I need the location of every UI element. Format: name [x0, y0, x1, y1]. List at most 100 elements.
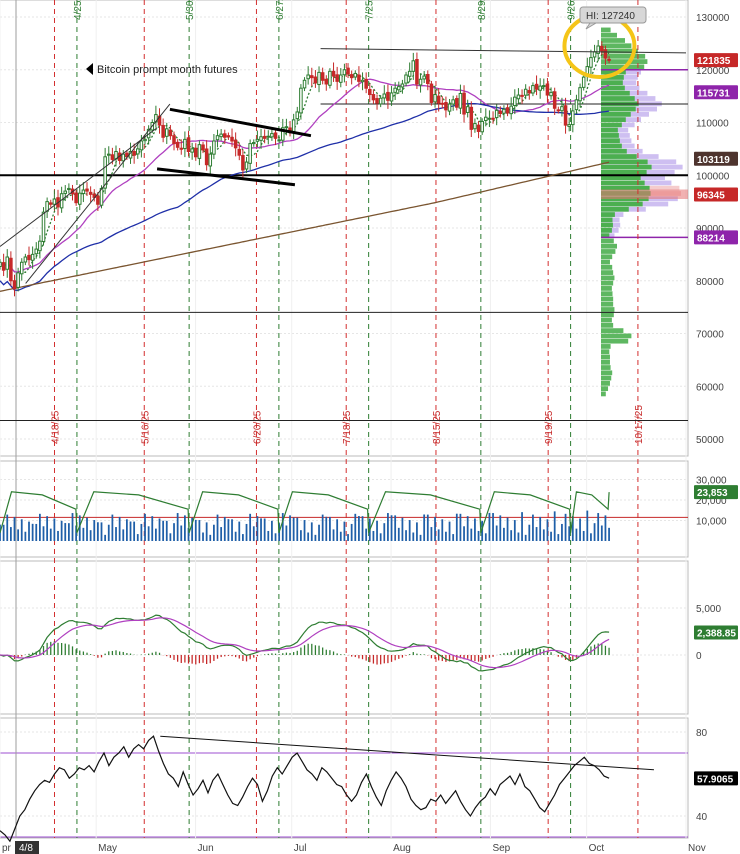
candle-body	[135, 148, 140, 155]
price-trendline	[0, 127, 158, 247]
rsi-tick-label: 80	[696, 728, 708, 739]
price-badge: 103119	[697, 155, 730, 166]
candle-body	[538, 85, 542, 91]
candle-body	[523, 88, 528, 96]
profile-bar	[601, 48, 638, 54]
candle-body	[0, 261, 2, 268]
candle-body	[375, 98, 379, 104]
candle-body	[237, 148, 242, 156]
profile-bar	[601, 365, 611, 370]
high-label: HI: 127240	[586, 11, 635, 22]
candle-body	[291, 119, 296, 132]
profile-bar	[601, 259, 610, 265]
candle-body	[534, 83, 539, 90]
candle-body	[527, 90, 532, 94]
candle-body	[386, 91, 390, 101]
profile-bar	[601, 32, 617, 38]
candle-body	[400, 83, 405, 88]
candle-body	[194, 147, 198, 158]
profile-bar	[601, 301, 614, 307]
price-badge-box	[694, 230, 738, 245]
profile-bar	[601, 27, 611, 33]
red-cycle-label: 5/16/25	[140, 410, 151, 444]
candle-body	[30, 253, 35, 261]
chart-title-group: Bitcoin prompt month futures	[86, 63, 238, 76]
profile-core-bar	[601, 143, 622, 149]
profile-core-bar	[601, 154, 637, 159]
profile-bar	[601, 312, 614, 318]
candle-body	[143, 138, 147, 142]
candle-body	[273, 132, 278, 139]
candle-body	[310, 75, 314, 79]
rsi-badge: 57.9065	[697, 774, 734, 785]
candle-body	[266, 135, 271, 138]
macd-panel[interactable]	[0, 560, 689, 715]
candle-body	[484, 116, 488, 121]
candle-body	[505, 107, 510, 114]
candle-body	[433, 94, 437, 103]
profile-bar	[601, 344, 611, 349]
price-trendline	[169, 107, 312, 138]
green-cycle-label: 9/26/25	[567, 0, 578, 20]
price-badge: 96345	[697, 191, 725, 202]
candle-body	[349, 74, 354, 79]
candle-body	[132, 151, 136, 156]
candle-body	[603, 49, 608, 59]
candle-body	[1, 262, 6, 271]
red-cycle-label: 6/20/25	[252, 410, 263, 444]
candle-body	[494, 109, 499, 119]
price-badge-box	[694, 151, 738, 166]
volume-bars	[0, 491, 688, 541]
profile-bar	[601, 270, 614, 275]
candle-body	[219, 133, 223, 138]
candle-body	[549, 91, 553, 97]
candle-body	[295, 111, 300, 120]
volume-panel[interactable]	[0, 460, 689, 558]
candle-body	[9, 257, 13, 282]
candle-body	[382, 93, 387, 99]
month-label: Oct	[589, 843, 605, 854]
profile-core-bar	[601, 212, 615, 217]
candle-body	[607, 58, 611, 61]
rsi-panel[interactable]	[0, 717, 689, 839]
profile-core-bar	[601, 117, 626, 122]
candle-body	[600, 45, 604, 52]
candle-body	[552, 91, 557, 109]
profile-bar	[601, 286, 612, 291]
x-cursor-box	[15, 841, 39, 854]
candle-body	[346, 67, 350, 75]
price-tick-label: 110000	[696, 119, 729, 130]
candle-body	[281, 127, 285, 141]
price-trendline	[320, 48, 687, 54]
candle-body	[215, 135, 220, 141]
candle-body	[212, 140, 216, 155]
candle-body	[596, 45, 600, 54]
candle-body	[27, 254, 31, 261]
candle-body	[67, 187, 71, 190]
candle-body	[241, 155, 245, 171]
price-badge-box	[694, 53, 738, 68]
profile-bar	[601, 322, 614, 328]
candle-body	[197, 144, 202, 159]
month-label: Sep	[492, 843, 510, 854]
candle-body	[88, 191, 93, 195]
profile-core-bar	[601, 148, 627, 154]
profile-core-bar	[601, 228, 612, 233]
candle-body	[455, 98, 459, 108]
candle-body	[277, 139, 281, 142]
profile-core-bar	[601, 185, 650, 191]
macd-badge-box	[694, 625, 738, 640]
candle-body	[487, 117, 492, 120]
candle-body	[270, 133, 274, 138]
axis-labels: 50000 60000 70000 80000 90000 100000 110000 120…	[2, 13, 730, 854]
candle-body	[252, 142, 256, 145]
candle-body	[52, 198, 57, 205]
candle-body	[509, 105, 513, 115]
candle-body	[476, 124, 481, 132]
candle-body	[498, 110, 503, 115]
profile-bar	[601, 275, 615, 281]
price-badge: 88214	[697, 233, 725, 244]
cycle-lines: 4/18/25 5/16/25 6/20/25 7/18/25 8/15/25 9/19/…	[50, 0, 645, 838]
candle-body	[571, 110, 575, 126]
candle-body	[578, 87, 582, 102]
